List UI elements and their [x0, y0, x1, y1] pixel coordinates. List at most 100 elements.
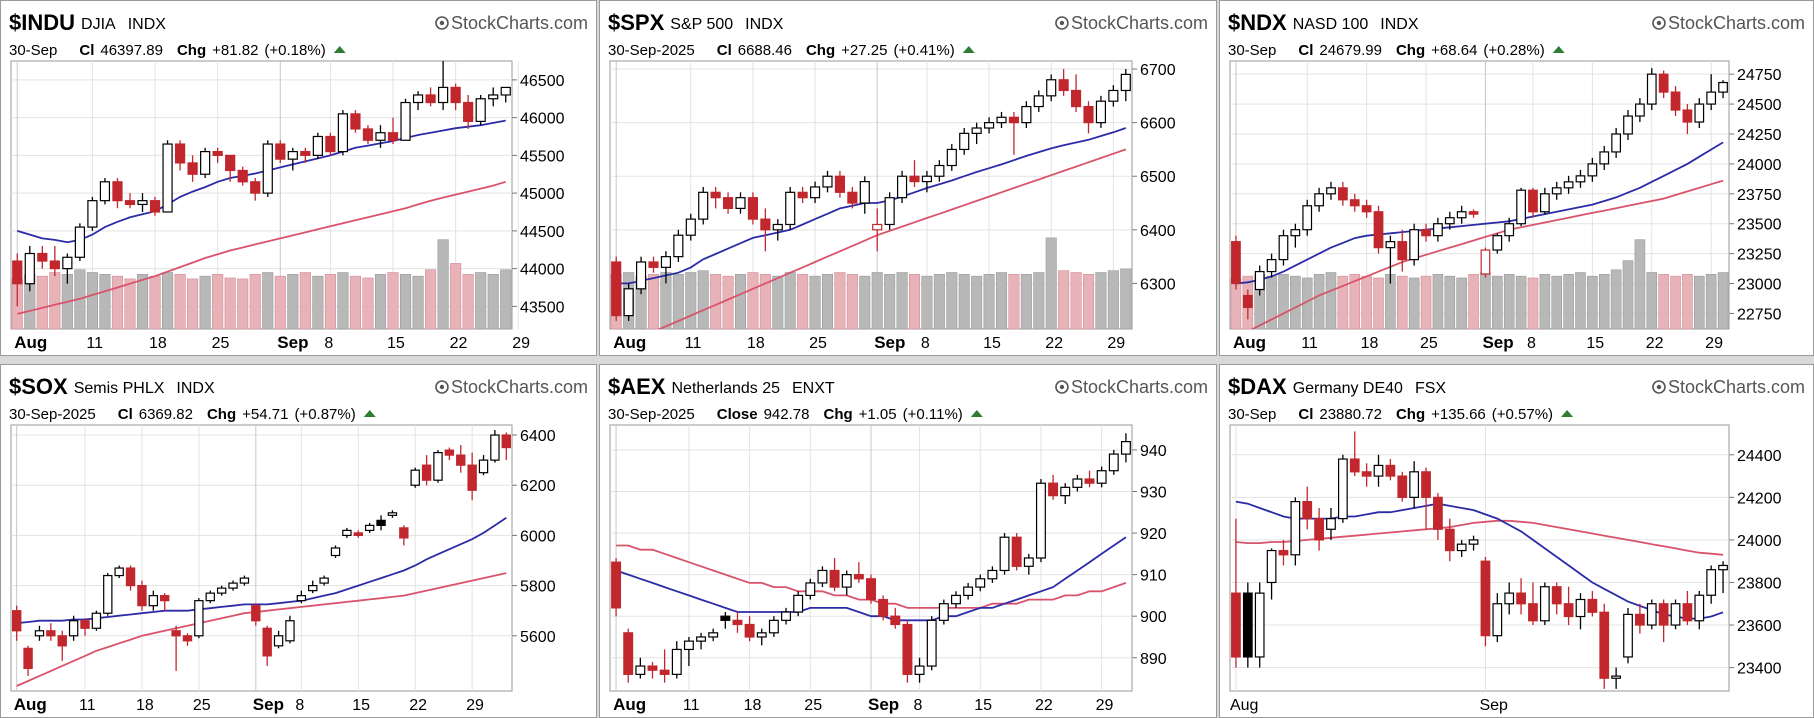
candle[interactable] [1373, 205, 1384, 254]
candle[interactable] [1070, 74, 1082, 112]
candle[interactable] [623, 283, 634, 321]
candle[interactable] [438, 61, 449, 111]
candle[interactable] [685, 213, 696, 241]
candle[interactable] [722, 192, 734, 214]
candle[interactable] [1504, 217, 1515, 242]
candle[interactable] [999, 533, 1010, 575]
candle[interactable] [182, 633, 193, 646]
candle[interactable] [1302, 199, 1313, 236]
candle[interactable] [444, 447, 455, 461]
candle[interactable] [319, 575, 329, 586]
candle[interactable] [237, 166, 248, 186]
candle[interactable] [1433, 493, 1443, 540]
candle[interactable] [330, 545, 341, 558]
candle[interactable] [273, 630, 284, 649]
candle[interactable] [747, 192, 759, 225]
chart-panel-sox[interactable]: $SOX Semis PHLX INDX StockCharts.com 30-Sep-… [0, 364, 597, 718]
candle[interactable] [660, 251, 672, 284]
candle[interactable] [149, 196, 161, 216]
candle[interactable] [137, 193, 148, 212]
candle[interactable] [375, 125, 386, 148]
candle[interactable] [1587, 157, 1598, 182]
candle[interactable] [635, 657, 646, 679]
candle[interactable] [853, 562, 864, 583]
candle[interactable] [872, 208, 883, 252]
candle[interactable] [1023, 553, 1034, 575]
candle[interactable] [1254, 265, 1265, 296]
candle[interactable] [1290, 223, 1301, 248]
candle[interactable] [1623, 110, 1633, 140]
candle[interactable] [696, 632, 707, 650]
candle[interactable] [829, 558, 840, 592]
candle[interactable] [987, 566, 998, 583]
candle[interactable] [467, 452, 477, 501]
candle[interactable] [1120, 433, 1131, 463]
candle[interactable] [1349, 431, 1360, 477]
candle[interactable] [450, 83, 461, 111]
candle[interactable] [1409, 223, 1420, 266]
candle[interactable] [1254, 582, 1265, 668]
candle[interactable] [1694, 98, 1705, 128]
candle[interactable] [1108, 85, 1119, 107]
candle[interactable] [1337, 454, 1348, 523]
candle[interactable] [768, 616, 779, 637]
candle[interactable] [80, 618, 90, 636]
chart-panel-spx[interactable]: $SPX S&P 500 INDX StockCharts.com 30-Sep-202… [599, 0, 1217, 356]
candle[interactable] [1480, 556, 1491, 647]
candle[interactable] [756, 628, 767, 646]
plot-area[interactable] [10, 60, 513, 330]
candle[interactable] [1599, 603, 1610, 689]
candle[interactable] [1587, 590, 1598, 617]
candle[interactable] [1516, 187, 1526, 227]
candle[interactable] [1682, 590, 1693, 626]
candle[interactable] [1516, 578, 1526, 615]
candle[interactable] [834, 170, 846, 198]
candle[interactable] [37, 245, 48, 269]
candle[interactable] [1242, 289, 1253, 320]
candle[interactable] [410, 467, 420, 488]
candle[interactable] [87, 196, 98, 231]
candle[interactable] [1361, 463, 1372, 487]
candle[interactable] [1551, 582, 1562, 615]
candle[interactable] [1385, 459, 1396, 481]
candle[interactable] [647, 661, 658, 679]
candle[interactable] [878, 595, 889, 621]
candle[interactable] [1021, 101, 1032, 128]
candle[interactable] [225, 154, 236, 182]
candle[interactable] [1421, 223, 1431, 242]
candle[interactable] [187, 155, 198, 182]
candle[interactable] [1373, 454, 1384, 487]
candle[interactable] [376, 515, 386, 531]
candle[interactable] [114, 565, 124, 579]
candle[interactable] [884, 192, 895, 230]
candle[interactable] [1361, 199, 1372, 218]
candle[interactable] [1231, 235, 1241, 290]
candle[interactable] [1242, 582, 1253, 668]
candle[interactable] [399, 525, 409, 546]
candle[interactable] [760, 208, 771, 252]
candle[interactable] [501, 432, 512, 461]
candle[interactable] [959, 128, 970, 155]
candle[interactable] [1433, 217, 1443, 242]
candle[interactable] [296, 590, 307, 604]
candle[interactable] [412, 91, 424, 111]
candle[interactable] [308, 580, 318, 594]
candle[interactable] [251, 603, 261, 626]
candle[interactable] [1611, 128, 1622, 158]
candle[interactable] [1563, 586, 1574, 626]
candle[interactable] [1623, 608, 1633, 664]
candle[interactable] [1444, 518, 1455, 562]
candle[interactable] [859, 176, 870, 214]
candle[interactable] [400, 98, 411, 141]
candle[interactable] [1326, 181, 1336, 200]
candle[interactable] [683, 636, 694, 667]
candle[interactable] [1421, 467, 1431, 530]
candle[interactable] [946, 144, 957, 171]
candle[interactable] [1635, 98, 1645, 123]
candle[interactable] [1492, 593, 1503, 643]
candle[interactable] [963, 582, 974, 600]
candle[interactable] [300, 147, 311, 163]
candle[interactable] [124, 193, 136, 209]
chart-panel-indu[interactable]: $INDU DJIA INDX StockCharts.com 30-Sep Cl 4639… [0, 0, 597, 356]
candle[interactable] [125, 565, 136, 591]
